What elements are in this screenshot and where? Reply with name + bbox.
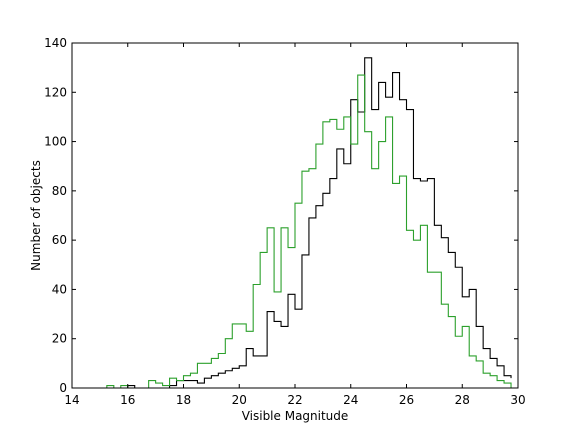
y-tick-label: 60 [52, 233, 67, 247]
y-tick-label: 80 [52, 184, 67, 198]
x-axis-label: Visible Magnitude [242, 409, 349, 423]
y-axis: 0 20 40 60 80 100 120 140 [44, 36, 518, 395]
y-tick-label: 140 [44, 36, 67, 50]
x-tick-label: 18 [176, 393, 191, 407]
x-tick-label: 24 [343, 393, 358, 407]
x-tick-label: 26 [399, 393, 414, 407]
series-line-2 [72, 74, 512, 389]
x-tick-label: 22 [287, 393, 302, 407]
y-tick-label: 40 [52, 282, 67, 296]
x-tick-label: 28 [455, 393, 470, 407]
x-tick-label: 30 [510, 393, 525, 407]
y-tick-label: 120 [44, 85, 67, 99]
x-tick-label: 20 [232, 393, 247, 407]
x-axis: 14 16 18 20 22 24 26 28 30 [64, 43, 526, 407]
y-tick-label: 0 [59, 381, 67, 395]
y-axis-label: Number of objects [29, 160, 43, 271]
series-line-1 [72, 57, 512, 389]
x-tick-label: 16 [120, 393, 135, 407]
x-tick-label: 14 [64, 393, 79, 407]
series-layer [72, 57, 512, 389]
y-tick-label: 100 [44, 135, 67, 149]
y-tick-label: 20 [52, 332, 67, 346]
